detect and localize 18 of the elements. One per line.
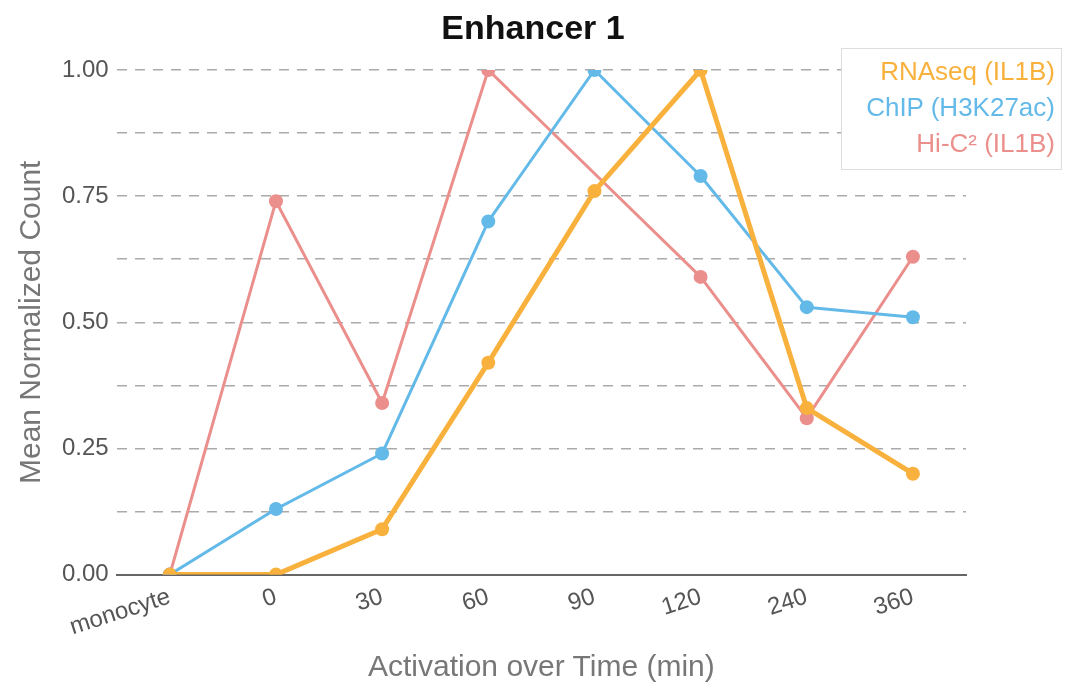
y-tick-label: 0.25: [61, 433, 109, 461]
y-tick-label: 0.00: [61, 559, 109, 587]
y-tick-label: 1.00: [61, 54, 109, 82]
y-tick-label: 0.75: [61, 180, 109, 208]
x-tick-label: 30: [351, 581, 386, 616]
text: RNAseq (IL1B): [879, 55, 1055, 88]
x-tick-label: 90: [564, 581, 599, 616]
text: ChIP (H3K27ac): [866, 91, 1055, 124]
x-tick-label: 0: [258, 581, 280, 612]
x-tick-label: 60: [458, 581, 492, 616]
chart-title: Enhancer 1: [440, 8, 626, 47]
x-axis-title: Activation over Time (min): [367, 649, 715, 683]
y-tick-label: 0.50: [61, 306, 109, 334]
text: Hi-C² (IL1B): [915, 127, 1055, 160]
x-tick-label: 120: [657, 581, 705, 620]
y-axis-title: Mean Normalized Count: [13, 159, 47, 485]
x-tick-label: 240: [763, 581, 811, 620]
x-tick-label: 360: [870, 581, 917, 620]
